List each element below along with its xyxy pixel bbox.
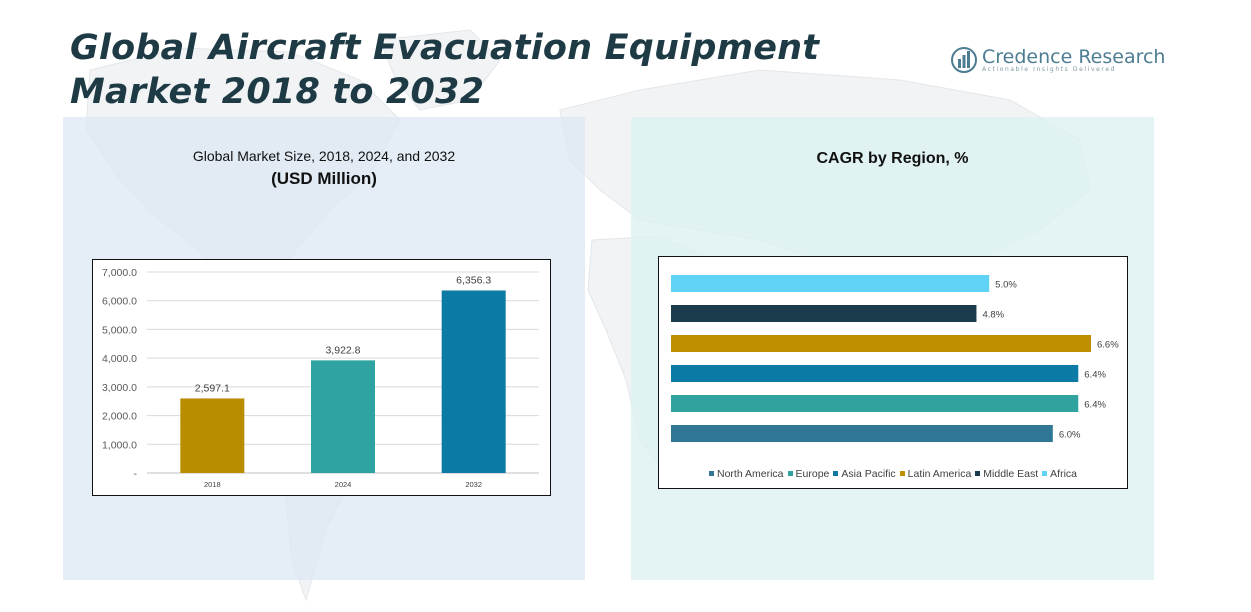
legend-swatch <box>899 471 905 476</box>
legend-label: Middle East <box>983 468 1039 480</box>
cagr-legend: North America Europe Asia Pacific Latin Ame… <box>659 468 1127 480</box>
bar <box>671 425 1053 442</box>
bar <box>671 305 977 322</box>
y-tick-label: 5,000.0 <box>102 324 137 336</box>
legend-swatch <box>787 471 793 476</box>
legend-swatch <box>1042 471 1048 476</box>
x-tick-label: 2032 <box>465 480 482 489</box>
legend-swatch <box>975 471 981 476</box>
bar <box>671 395 1079 412</box>
market-size-bar-chart-svg: - 1,000.0 2,000.0 3,000.0 4,000.0 5,000.0 6,00… <box>102 267 539 489</box>
market-size-chart-subtitle: (USD Million) <box>271 169 377 188</box>
legend-item: Asia Pacific <box>833 468 896 480</box>
bar-chart-logo-icon <box>951 47 977 73</box>
legend-label: Latin America <box>907 468 972 480</box>
data-label: 3,922.8 <box>325 344 360 356</box>
market-size-chart-title: Global Market Size, 2018, 2024, and 2032 <box>192 148 456 164</box>
legend-label: Asia Pacific <box>841 468 896 480</box>
legend-item: North America <box>709 468 784 480</box>
x-tick-label: 2018 <box>204 480 221 489</box>
data-label: 6.4% <box>1084 400 1106 411</box>
brand-logo: Credence Research Actionable Insights De… <box>950 44 1165 76</box>
legend-swatch <box>833 471 839 476</box>
bar <box>180 398 245 473</box>
x-tick-label: 2024 <box>335 480 352 489</box>
data-label: 4.8% <box>982 310 1004 321</box>
y-tick-label: 2,000.0 <box>102 411 137 423</box>
y-tick-label: 3,000.0 <box>102 382 137 394</box>
legend-item: Europe <box>787 468 830 480</box>
brand-name: Credence Research <box>982 46 1166 68</box>
brand-tagline: Actionable Insights Delivered <box>982 66 1117 73</box>
cagr-chart: 5.0% 4.8% 6.6% 6.4% 6.4% 6.0% North America Eu… <box>658 256 1128 489</box>
data-label: 5.0% <box>995 280 1017 291</box>
legend-item: Middle East <box>975 468 1038 480</box>
y-tick-label: 7,000.0 <box>102 267 137 279</box>
legend-swatch <box>709 471 714 476</box>
data-label: 6.0% <box>1059 430 1081 441</box>
legend-item: Latin America <box>899 468 972 480</box>
page-title: Global Aircraft Evacuation Equipment Mar… <box>70 28 820 112</box>
y-tick-label: - <box>134 468 138 480</box>
cagr-chart-title: CAGR by Region, % <box>816 150 969 167</box>
y-tick-label: 6,000.0 <box>102 296 137 308</box>
market-size-chart: - 1,000.0 2,000.0 3,000.0 4,000.0 5,000.0 6,00… <box>92 259 551 496</box>
bar <box>671 365 1079 382</box>
y-tick-label: 1,000.0 <box>102 439 137 451</box>
legend-label: North America <box>717 468 784 480</box>
bar <box>671 275 990 292</box>
cagr-bar-chart-svg: 5.0% 4.8% 6.6% 6.4% 6.4% 6.0% <box>671 275 1119 442</box>
legend-label: Africa <box>1050 468 1077 480</box>
bar <box>311 360 375 473</box>
data-label: 6.4% <box>1084 370 1106 381</box>
legend-item: Africa <box>1042 468 1077 480</box>
legend-label: Europe <box>795 468 830 480</box>
data-label: 6,356.3 <box>456 274 491 286</box>
y-tick-label: 4,000.0 <box>102 353 137 365</box>
data-label: 2,597.1 <box>195 382 230 394</box>
bar <box>441 290 506 473</box>
data-label: 6.6% <box>1097 340 1119 351</box>
bar <box>671 335 1091 352</box>
